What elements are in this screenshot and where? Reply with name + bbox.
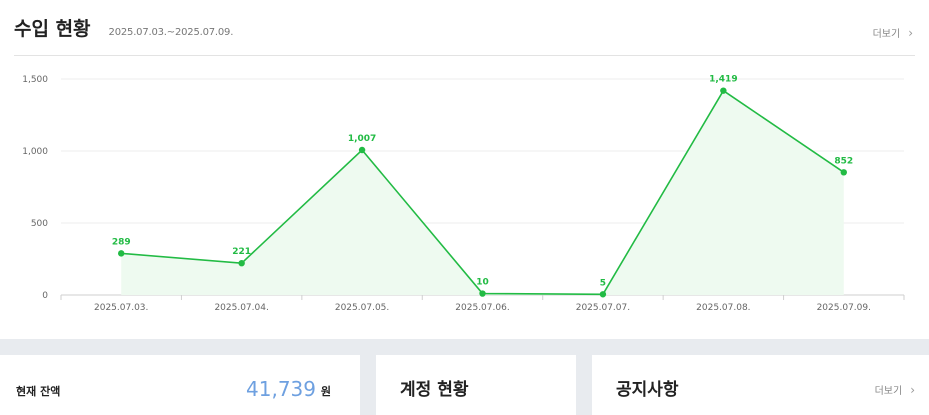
data-point — [599, 291, 607, 298]
y-tick-label: 500 — [31, 219, 48, 229]
balance-unit: 원 — [320, 385, 331, 398]
data-point — [118, 250, 125, 257]
balance-card: 현재 잔액 41,739 원 — [0, 355, 360, 415]
more-link[interactable]: 더보기 › — [872, 25, 913, 41]
x-tick-label: 2025.07.03. — [94, 303, 148, 313]
data-label: 1,419 — [709, 75, 737, 85]
x-tick-label: 2025.07.06. — [455, 303, 509, 313]
income-chart: 0 500 1,000 1,500 2025.07.03. 2025.07.04. 2025… — [22, 75, 905, 313]
data-label: 1,007 — [348, 134, 376, 144]
data-label: 852 — [834, 156, 853, 166]
y-tick-label: 1,000 — [22, 147, 48, 157]
chevron-right-icon: › — [908, 25, 913, 40]
panel-title: 수입 현황 — [14, 18, 91, 40]
account-card: 계정 현황 — [376, 355, 576, 415]
data-point — [358, 146, 366, 154]
more-label: 더보기 — [872, 29, 901, 40]
income-panel: 수입 현황 2025.07.03.~2025.07.09. 더보기 › 0 500… — [0, 0, 929, 339]
data-label: 221 — [232, 247, 251, 257]
notice-more-link[interactable]: 더보기 › — [874, 382, 915, 398]
data-point — [720, 87, 727, 94]
x-tick-label: 2025.07.07. — [576, 303, 630, 313]
x-tick-label: 2025.07.05. — [335, 303, 389, 313]
balance-value: 41,739 — [246, 377, 316, 401]
panel-header: 수입 현황 2025.07.03.~2025.07.09. — [14, 14, 233, 41]
data-point — [479, 290, 486, 297]
notice-title: 공지사항 — [616, 380, 679, 400]
data-point — [840, 169, 847, 176]
y-tick-label: 0 — [42, 291, 48, 301]
data-label: 5 — [600, 278, 606, 288]
chevron-right-icon: › — [910, 382, 915, 397]
account-title: 계정 현황 — [400, 380, 469, 400]
x-tick-label: 2025.07.04. — [214, 303, 268, 313]
x-tick-label: 2025.07.09. — [817, 303, 871, 313]
divider — [14, 55, 915, 56]
data-label: 289 — [112, 237, 131, 247]
balance-label: 현재 잔액 — [16, 385, 61, 398]
period-range: 2025.07.03.~2025.07.09. — [108, 27, 234, 38]
series-area — [121, 90, 844, 295]
x-tick-label: 2025.07.08. — [696, 303, 750, 313]
y-tick-label: 1,500 — [22, 75, 48, 85]
data-label: 10 — [476, 278, 489, 288]
notice-card: 공지사항 더보기 › — [592, 355, 929, 415]
data-point — [238, 259, 245, 267]
notice-more-label: 더보기 — [874, 386, 903, 397]
